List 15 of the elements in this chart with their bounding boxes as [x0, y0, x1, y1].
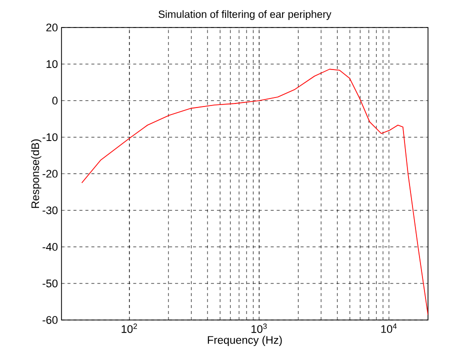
x-tick-label: 10$^{3}$ — [252, 324, 267, 333]
chart-title: Simulation of filtering of ear periphery — [158, 10, 332, 20]
y-tick-label: 10 — [46, 60, 58, 68]
y-tick-label: -50 — [42, 280, 58, 288]
x-tick-label: 10$^{4}$ — [381, 324, 397, 333]
y-tick-label: 0 — [52, 96, 58, 105]
y-tick-label: -30 — [42, 206, 58, 214]
x-axis-title: Frequency (Hz) — [208, 336, 282, 346]
y-tick-label: -20 — [42, 170, 58, 178]
y-tick-label: -10 — [42, 133, 58, 142]
y-axis-title: Response(dB) — [31, 139, 42, 208]
x-tick-label: 10$^{2}$ — [122, 324, 137, 333]
y-tick-label: 20 — [46, 24, 58, 32]
y-tick-label: -60 — [42, 316, 58, 324]
y-tick-label: -40 — [42, 243, 58, 251]
